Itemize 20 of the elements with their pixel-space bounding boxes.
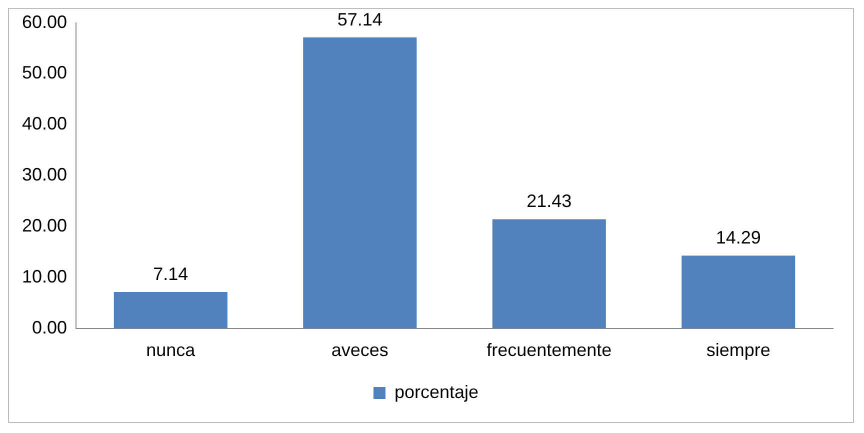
x-tick-label: aveces [331,340,388,360]
y-tick-label: 0.00 [32,317,68,338]
x-tick-label: siempre [706,340,770,360]
bar [492,219,606,328]
data-label: 57.14 [337,9,382,30]
legend-label: porcentaje [394,382,479,402]
y-tick-label: 60.00 [22,12,68,32]
y-tick-label: 20.00 [22,216,68,236]
data-label: 7.14 [153,264,188,284]
data-label: 14.29 [716,228,761,248]
y-tick-label: 50.00 [22,62,68,83]
bar [682,256,796,328]
y-tick-label: 40.00 [22,114,68,134]
bar [114,292,228,328]
y-tick-label: 30.00 [22,164,68,185]
y-tick-label: 10.00 [22,266,68,286]
data-label: 21.43 [526,191,572,212]
x-tick-label: nunca [146,340,196,360]
x-tick-label: frecuentemente [486,340,612,360]
bar [303,37,417,328]
